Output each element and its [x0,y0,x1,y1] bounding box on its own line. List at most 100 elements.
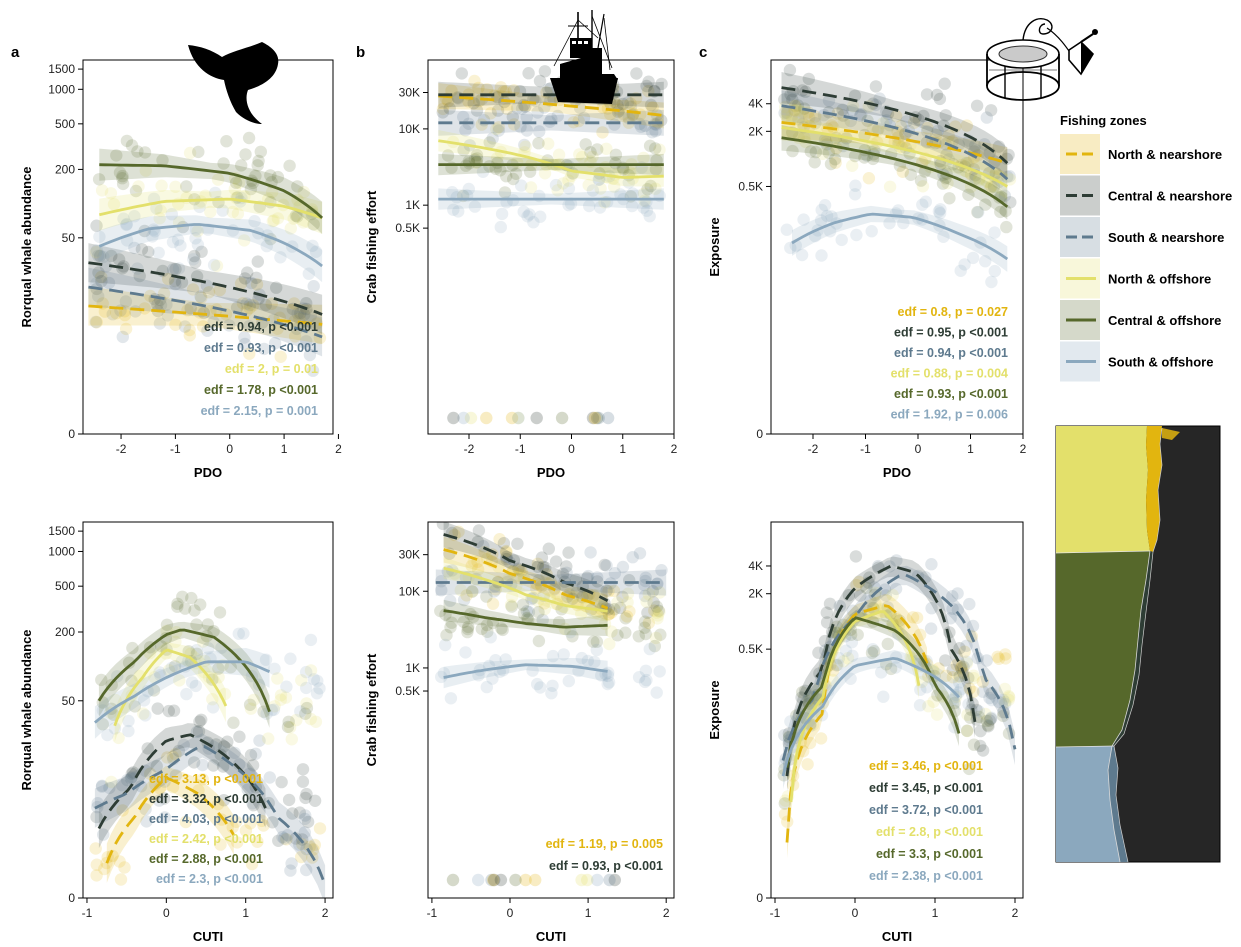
data-point [601,411,615,425]
data-point [281,829,294,842]
data-point [150,759,163,773]
y-tick-label: 0 [68,427,75,441]
data-point [300,697,313,710]
data-point [780,223,793,236]
data-point [855,108,868,121]
data-point [877,690,890,703]
data-point [643,210,656,223]
data-point [139,164,152,177]
data-point [486,672,499,685]
data-point [219,308,233,321]
series-line [443,566,608,613]
confidence-band [443,522,608,614]
data-point [189,256,202,269]
data-point [291,210,304,223]
data-point [577,111,591,125]
data-point [196,635,210,648]
data-point [562,674,575,688]
data-point [95,270,108,284]
data-point [236,297,250,310]
data-point [830,620,843,633]
data-point [916,180,930,193]
data-point [637,187,651,200]
data-point [922,700,935,713]
data-point [169,635,182,648]
data-point [883,217,896,230]
data-point [605,606,618,619]
data-point [267,703,281,716]
data-point [468,153,481,166]
model-annotation: edf = 0.93, p <0.001 [549,859,663,873]
data-point [204,205,217,219]
data-point [243,298,257,312]
x-tick-label: 0 [226,442,233,456]
y-axis-label: Rorqual whale abundance [19,166,34,327]
data-point [166,235,180,249]
data-point [814,732,828,745]
y-tick-label: 1K [405,198,420,212]
data-point [573,101,587,115]
x-tick-label: 1 [619,442,626,456]
data-point [914,683,927,696]
data-point [538,65,552,78]
data-point [946,590,959,603]
model-annotation: edf = 0.94, p <0.001 [894,346,1008,360]
data-point [778,106,791,120]
data-point [642,588,655,601]
data-point [294,307,307,320]
y-tick-label: 4K [748,559,763,573]
data-point [650,606,663,619]
data-point [232,627,245,640]
data-point [500,102,514,116]
data-point [455,67,468,80]
data-point [999,648,1012,661]
data-point [846,104,859,117]
data-point [832,651,846,665]
y-axis-label: Exposure [707,680,722,739]
data-point [466,585,479,598]
data-point [196,773,209,786]
data-point [97,250,110,264]
data-point [244,748,258,762]
series-line [781,656,961,777]
data-point [246,299,260,312]
confidence-band [99,189,323,234]
data-point [934,203,947,216]
legend-item: North & nearshore [1060,134,1222,174]
data-point [507,554,521,567]
data-point [311,674,324,688]
data-point [150,202,163,215]
data-point [626,187,639,200]
data-point [542,83,555,96]
data-point [460,589,473,602]
data-point [823,597,837,610]
data-point [920,88,934,101]
data-point [789,99,802,113]
data-point [621,587,635,600]
data-point [598,617,612,631]
confidence-band [88,267,323,357]
y-axis-label: Exposure [707,217,722,276]
data-point [154,204,167,217]
x-tick-label: -2 [808,442,819,456]
data-point [643,139,657,152]
legend-label: North & nearshore [1108,147,1222,162]
data-point [471,563,485,576]
series-line [93,660,271,724]
data-point [144,289,157,303]
data-point [649,142,662,155]
data-point [253,734,266,747]
data-point [538,167,552,180]
x-axis-label: CUTI [882,929,912,944]
data-point [815,249,828,262]
confidence-band [781,72,1008,179]
data-point [785,109,798,123]
data-point [180,180,193,193]
data-point [289,209,303,222]
data-point [889,582,903,596]
data-point [488,873,501,887]
data-point [297,185,310,199]
data-point [231,836,244,849]
data-point [619,626,632,639]
data-point [624,100,638,114]
